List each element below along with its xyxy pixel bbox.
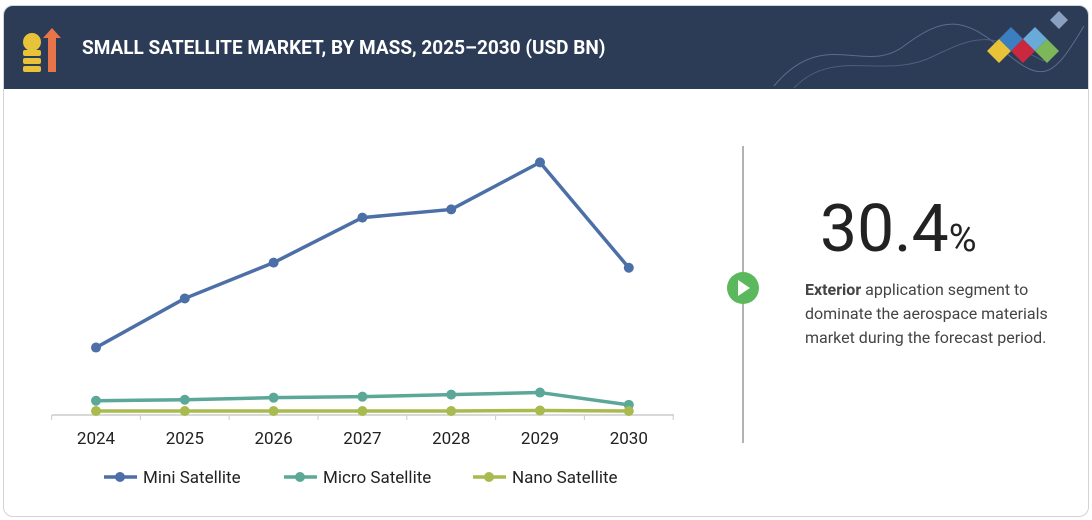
legend-marker <box>295 472 305 482</box>
point <box>623 262 634 273</box>
x-tick-label: 2028 <box>432 429 470 449</box>
point <box>446 405 457 416</box>
point <box>91 342 101 353</box>
x-tick-label: 2024 <box>77 429 116 449</box>
legend-label: Nano Satellite <box>512 468 618 488</box>
point <box>357 405 368 416</box>
card: SMALL SATELLITE MARKET, BY MASS, 2025–20… <box>3 5 1089 517</box>
point <box>623 405 634 416</box>
point <box>91 405 101 416</box>
x-tick-label: 2026 <box>254 429 292 449</box>
point <box>179 293 190 304</box>
header: SMALL SATELLITE MARKET, BY MASS, 2025–20… <box>4 6 1088 89</box>
point <box>535 387 545 398</box>
point <box>268 392 279 403</box>
point <box>91 395 101 406</box>
stat: 30.4% <box>820 191 977 268</box>
stat-unit: % <box>948 217 977 261</box>
point <box>446 204 457 215</box>
point <box>357 212 368 223</box>
icon <box>23 28 61 72</box>
legend-marker <box>484 472 494 482</box>
header-art <box>23 11 1085 89</box>
point <box>357 391 368 402</box>
point <box>535 157 545 168</box>
point <box>535 405 545 416</box>
point <box>268 257 279 268</box>
point <box>446 389 457 400</box>
chart-title: SMALL SATELLITE MARKET, BY MASS, 2025–20… <box>82 36 606 59</box>
x-tick-label: 2029 <box>521 429 559 449</box>
chart: 2024 2025 2026 2027 2028 2029 2030 Mini Satelli… <box>51 146 759 488</box>
point <box>268 405 279 416</box>
series-line <box>95 160 631 350</box>
x-tick-label: 2025 <box>166 429 204 449</box>
highlight: Exterior <box>805 280 862 299</box>
point <box>179 405 190 416</box>
legend-marker <box>115 472 125 482</box>
x-tick-label: 2030 <box>610 429 648 449</box>
point <box>179 394 190 405</box>
legend-label: Micro Satellite <box>323 468 431 488</box>
description: Exterior application segment to dominate… <box>805 278 1055 350</box>
stat-value: 30.4 <box>820 191 949 268</box>
legend-label: Mini Satellite <box>143 468 241 488</box>
description-text: application segment to dominate the aero… <box>805 280 1048 347</box>
play-arrow <box>738 280 750 296</box>
x-tick-label: 2027 <box>343 429 381 449</box>
